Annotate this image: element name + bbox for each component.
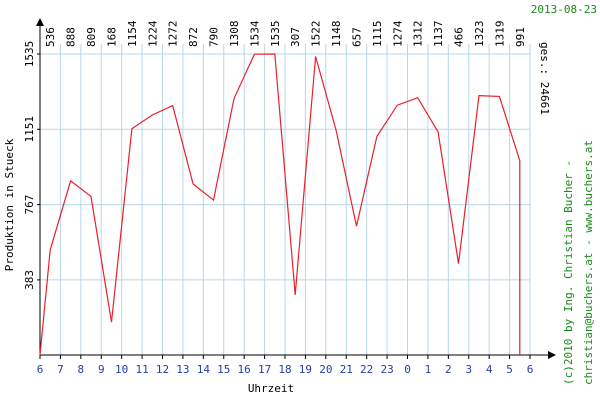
top-value-label: 872: [187, 27, 200, 47]
y-tick-label: 1151: [23, 116, 36, 143]
top-value-label: 466: [453, 27, 466, 47]
y-tick-label: 383: [23, 270, 36, 290]
y-tick-label: 767: [23, 195, 36, 215]
x-tick-label: 0: [404, 363, 411, 376]
x-tick-label: 18: [278, 363, 291, 376]
x-tick-label: 11: [135, 363, 148, 376]
series-layer: [39, 53, 521, 356]
date-label: 2013-08-23: [531, 3, 597, 16]
top-value-label: 1154: [126, 20, 139, 47]
x-tick-label: 4: [486, 363, 493, 376]
top-value-label: 657: [350, 27, 363, 47]
top-value-label: 1323: [473, 21, 486, 48]
credit-line-2: christian@buchers.at - www.buchers.at: [582, 140, 595, 385]
total-label: ges.: 24661: [538, 42, 551, 115]
top-value-label: 991: [514, 27, 527, 47]
x-tick-label: 9: [98, 363, 105, 376]
x-tick-label: 12: [156, 363, 169, 376]
top-value-label: 1312: [412, 21, 425, 48]
x-tick-label: 19: [299, 363, 312, 376]
x-tick-label: 23: [380, 363, 393, 376]
series-line: [39, 53, 521, 356]
x-tick-label: 3: [465, 363, 472, 376]
x-tick-label: 6: [37, 363, 44, 376]
top-value-label: 1115: [371, 21, 384, 48]
top-value-label: 1274: [391, 20, 404, 47]
x-tick-label: 13: [176, 363, 189, 376]
axis-layer: [36, 18, 556, 359]
credit-line-1: (c)2010 by Ing. Christian Bucher -: [562, 160, 575, 385]
x-tick-label: 6: [527, 363, 534, 376]
top-value-label: 1534: [248, 20, 261, 47]
x-tick-label: 17: [258, 363, 271, 376]
x-tick-label: 8: [78, 363, 85, 376]
x-tick-label: 1: [425, 363, 432, 376]
top-value-label: 1308: [228, 21, 241, 48]
x-tick-label: 14: [197, 363, 211, 376]
x-tick-label: 16: [238, 363, 251, 376]
y-axis-arrow: [36, 18, 44, 26]
x-tick-label: 21: [340, 363, 353, 376]
x-tick-label: 2: [445, 363, 452, 376]
top-value-label: 1272: [167, 21, 180, 48]
top-value-label: 307: [289, 27, 302, 47]
y-tick-label: 1535: [23, 41, 36, 68]
label-layer: 6 7 8 9 10 11 12 13 14 15 16 17 18 19 20 21 22 23 0 1 2 3 4 5 63…: [23, 20, 533, 376]
x-tick-label: 5: [506, 363, 513, 376]
top-value-label: 790: [208, 27, 221, 47]
top-value-label: 1224: [146, 20, 159, 47]
x-tick-label: 10: [115, 363, 128, 376]
top-value-label: 536: [44, 27, 57, 47]
top-value-label: 168: [105, 27, 118, 47]
top-value-label: 1535: [269, 21, 282, 48]
x-tick-label: 22: [360, 363, 373, 376]
top-value-label: 809: [85, 27, 98, 47]
top-value-label: 1148: [330, 21, 343, 48]
grid-layer: [40, 44, 531, 355]
top-value-label: 888: [65, 27, 78, 47]
top-value-label: 1137: [432, 21, 445, 48]
x-tick-label: 20: [319, 363, 332, 376]
x-axis-title: Uhrzeit: [248, 382, 294, 395]
top-value-label: 1522: [310, 21, 323, 48]
y-axis-title: Produktion in Stueck: [3, 138, 16, 271]
x-axis-arrow: [548, 351, 556, 359]
x-tick-label: 7: [57, 363, 64, 376]
top-value-label: 1319: [493, 21, 506, 48]
x-tick-label: 15: [217, 363, 230, 376]
